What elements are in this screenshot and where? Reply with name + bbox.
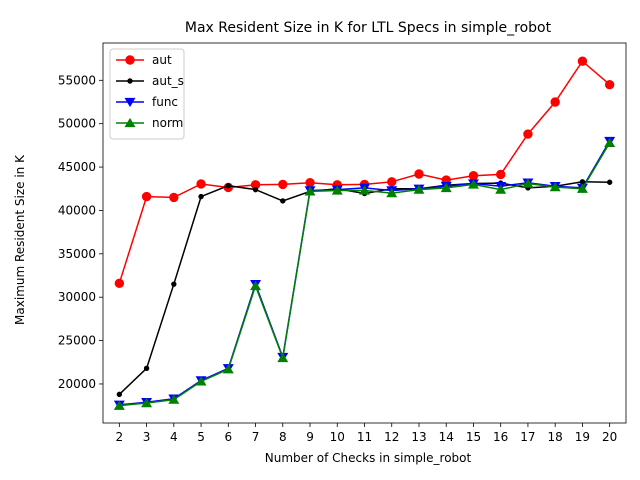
data-point-norm: [222, 364, 234, 374]
data-point-aut: [196, 179, 206, 189]
data-point-aut: [523, 129, 533, 139]
data-point-aut: [550, 97, 560, 107]
legend-marker-func: [124, 97, 136, 108]
legend-marker-norm: [124, 117, 136, 128]
data-point-norm: [250, 280, 262, 291]
data-point-aut: [141, 191, 152, 202]
y-tick-label: 30000: [58, 290, 96, 304]
data-point-norm: [386, 187, 398, 198]
axes-frame: [102, 42, 627, 424]
data-point-aut: [278, 179, 288, 190]
x-tick-label: 14: [439, 430, 454, 444]
series-line-aut_s: [118, 181, 610, 395]
x-tick-label: 12: [384, 430, 399, 444]
data-point-norm: [467, 179, 479, 189]
legend-label-aut: aut: [152, 53, 172, 67]
y-axis-label: Maximum Resident Size in K: [13, 154, 27, 325]
data-point-aut_s: [252, 186, 259, 193]
y-tick-label: 40000: [58, 203, 96, 217]
x-tick-label: 10: [330, 430, 345, 444]
data-point-aut: [468, 171, 479, 181]
data-point-aut_s: [171, 281, 177, 287]
legend-marker-aut: [125, 55, 135, 65]
y-tick-label: 35000: [58, 247, 96, 261]
y-tick-label: 50000: [58, 117, 96, 131]
data-point-aut: [604, 79, 615, 90]
data-point-norm: [604, 137, 616, 147]
x-tick-label: 7: [252, 430, 260, 444]
x-tick-label: 3: [143, 430, 151, 444]
data-point-aut_s: [606, 179, 613, 185]
x-tick-label: 19: [575, 430, 590, 444]
legend-label-norm: norm: [152, 116, 183, 130]
data-point-norm: [495, 184, 507, 194]
data-point-norm: [277, 352, 289, 363]
x-tick-label: 8: [279, 430, 287, 444]
data-point-norm: [413, 184, 425, 194]
data-point-norm: [331, 185, 343, 195]
data-point-norm: [549, 181, 561, 192]
data-point-aut_s: [143, 365, 150, 372]
data-point-norm: [141, 397, 153, 408]
data-point-norm: [304, 186, 316, 196]
y-tick-label: 20000: [58, 377, 96, 391]
data-point-aut: [387, 177, 397, 187]
y-tick-label: 45000: [58, 160, 96, 174]
series-line-aut: [118, 60, 611, 284]
x-axis-label: Number of Checks in simple_robot: [265, 451, 472, 465]
data-point-aut: [169, 192, 179, 203]
data-point-aut: [114, 278, 125, 289]
data-point-norm: [576, 183, 588, 193]
x-tick-label: 16: [493, 430, 508, 444]
data-point-aut: [305, 177, 315, 188]
data-point-norm: [113, 400, 125, 410]
x-tick-label: 2: [116, 430, 124, 444]
x-tick-label: 11: [357, 430, 372, 444]
legend-label-aut_s: aut_s: [152, 74, 184, 88]
data-point-aut_s: [225, 183, 232, 189]
data-point-aut_s: [198, 193, 204, 200]
data-point-aut: [495, 169, 506, 180]
data-point-aut: [577, 56, 588, 66]
x-tick-label: 18: [548, 430, 563, 444]
data-point-norm: [440, 182, 452, 193]
data-point-norm: [168, 394, 180, 404]
data-point-norm: [522, 178, 534, 188]
data-point-aut: [414, 169, 424, 179]
data-point-aut_s: [116, 391, 123, 398]
data-point-aut_s: [579, 179, 586, 185]
legend-box: [109, 48, 185, 140]
x-tick-label: 9: [306, 430, 314, 444]
x-tick-label: 15: [466, 430, 481, 444]
x-tick-label: 13: [411, 430, 426, 444]
y-tick-label: 55000: [58, 73, 96, 87]
x-tick-label: 5: [197, 430, 205, 444]
x-tick-label: 17: [520, 430, 535, 444]
x-tick-label: 6: [224, 430, 232, 444]
y-tick-label: 25000: [58, 334, 96, 348]
legend-label-func: func: [152, 95, 178, 109]
legend-marker-aut_s: [127, 78, 133, 84]
chart-title: Max Resident Size in K for LTL Specs in …: [185, 20, 552, 36]
data-point-aut_s: [280, 198, 286, 204]
data-point-norm: [359, 185, 370, 195]
data-point-norm: [195, 376, 207, 386]
x-tick-label: 20: [602, 430, 617, 444]
x-tick-label: 4: [170, 430, 178, 444]
plot-area: 2 3 4 5 6 7 8 9 10 11 12 13 14 15 16 17 18 19 20 20000 25000…: [58, 42, 627, 444]
